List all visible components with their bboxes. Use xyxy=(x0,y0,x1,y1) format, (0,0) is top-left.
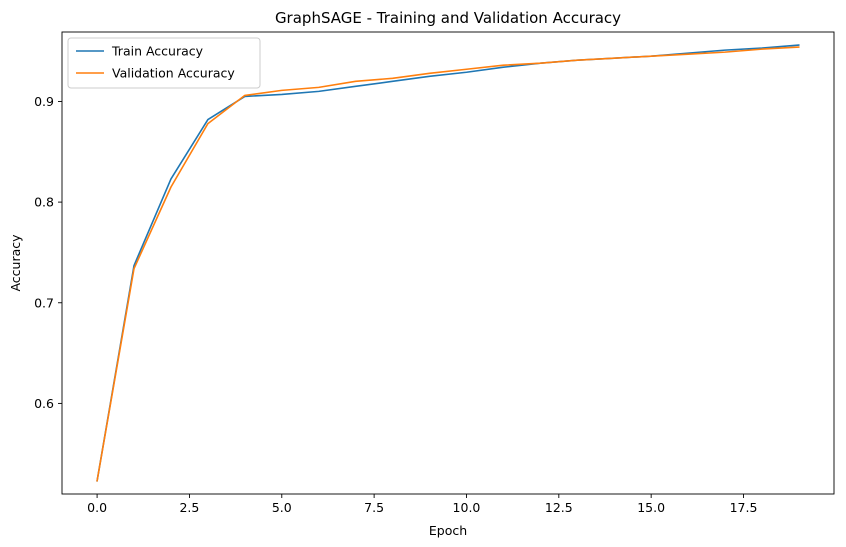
y-tick-label: 0.7 xyxy=(34,295,54,310)
legend-label: Validation Accuracy xyxy=(112,66,235,81)
legend-box xyxy=(67,37,261,89)
x-tick-label: 15.0 xyxy=(637,500,665,515)
x-tick-label: 10.0 xyxy=(453,500,481,515)
legend: Train Accuracy Validation Accuracy xyxy=(67,37,261,89)
x-tick-label: 17.5 xyxy=(730,500,758,515)
y-axis-ticks: 0.6 0.7 0.8 0.9 xyxy=(34,94,62,411)
x-tick-label: 0.0 xyxy=(87,500,107,515)
series-line-train-accuracy xyxy=(96,44,800,482)
legend-items: Train Accuracy Validation Accuracy xyxy=(76,44,235,81)
y-tick-label: 0.6 xyxy=(34,396,54,411)
x-tick-label: 12.5 xyxy=(545,500,573,515)
series-layer xyxy=(96,44,800,482)
x-tick-label: 2.5 xyxy=(179,500,199,515)
chart-title: GraphSAGE - Training and Validation Accu… xyxy=(275,9,621,27)
y-tick-label: 0.9 xyxy=(34,94,54,109)
x-axis-ticks: 0.0 2.5 5.0 7.5 10.0 12.5 15.0 17.5 xyxy=(87,494,757,515)
plot-area: 0.0 2.5 5.0 7.5 10.0 12.5 15.0 17.5 0.60.70.80.… xyxy=(34,31,835,515)
series-line-validation-accuracy xyxy=(96,46,800,482)
plot-frame xyxy=(61,31,835,495)
y-axis-title: Accuracy xyxy=(8,234,23,292)
legend-label: Train Accuracy xyxy=(111,44,204,59)
x-axis-title: Epoch xyxy=(429,523,467,538)
x-tick-label: 5.0 xyxy=(272,500,292,515)
y-tick-label: 0.8 xyxy=(34,195,54,210)
x-tick-label: 7.5 xyxy=(364,500,384,515)
